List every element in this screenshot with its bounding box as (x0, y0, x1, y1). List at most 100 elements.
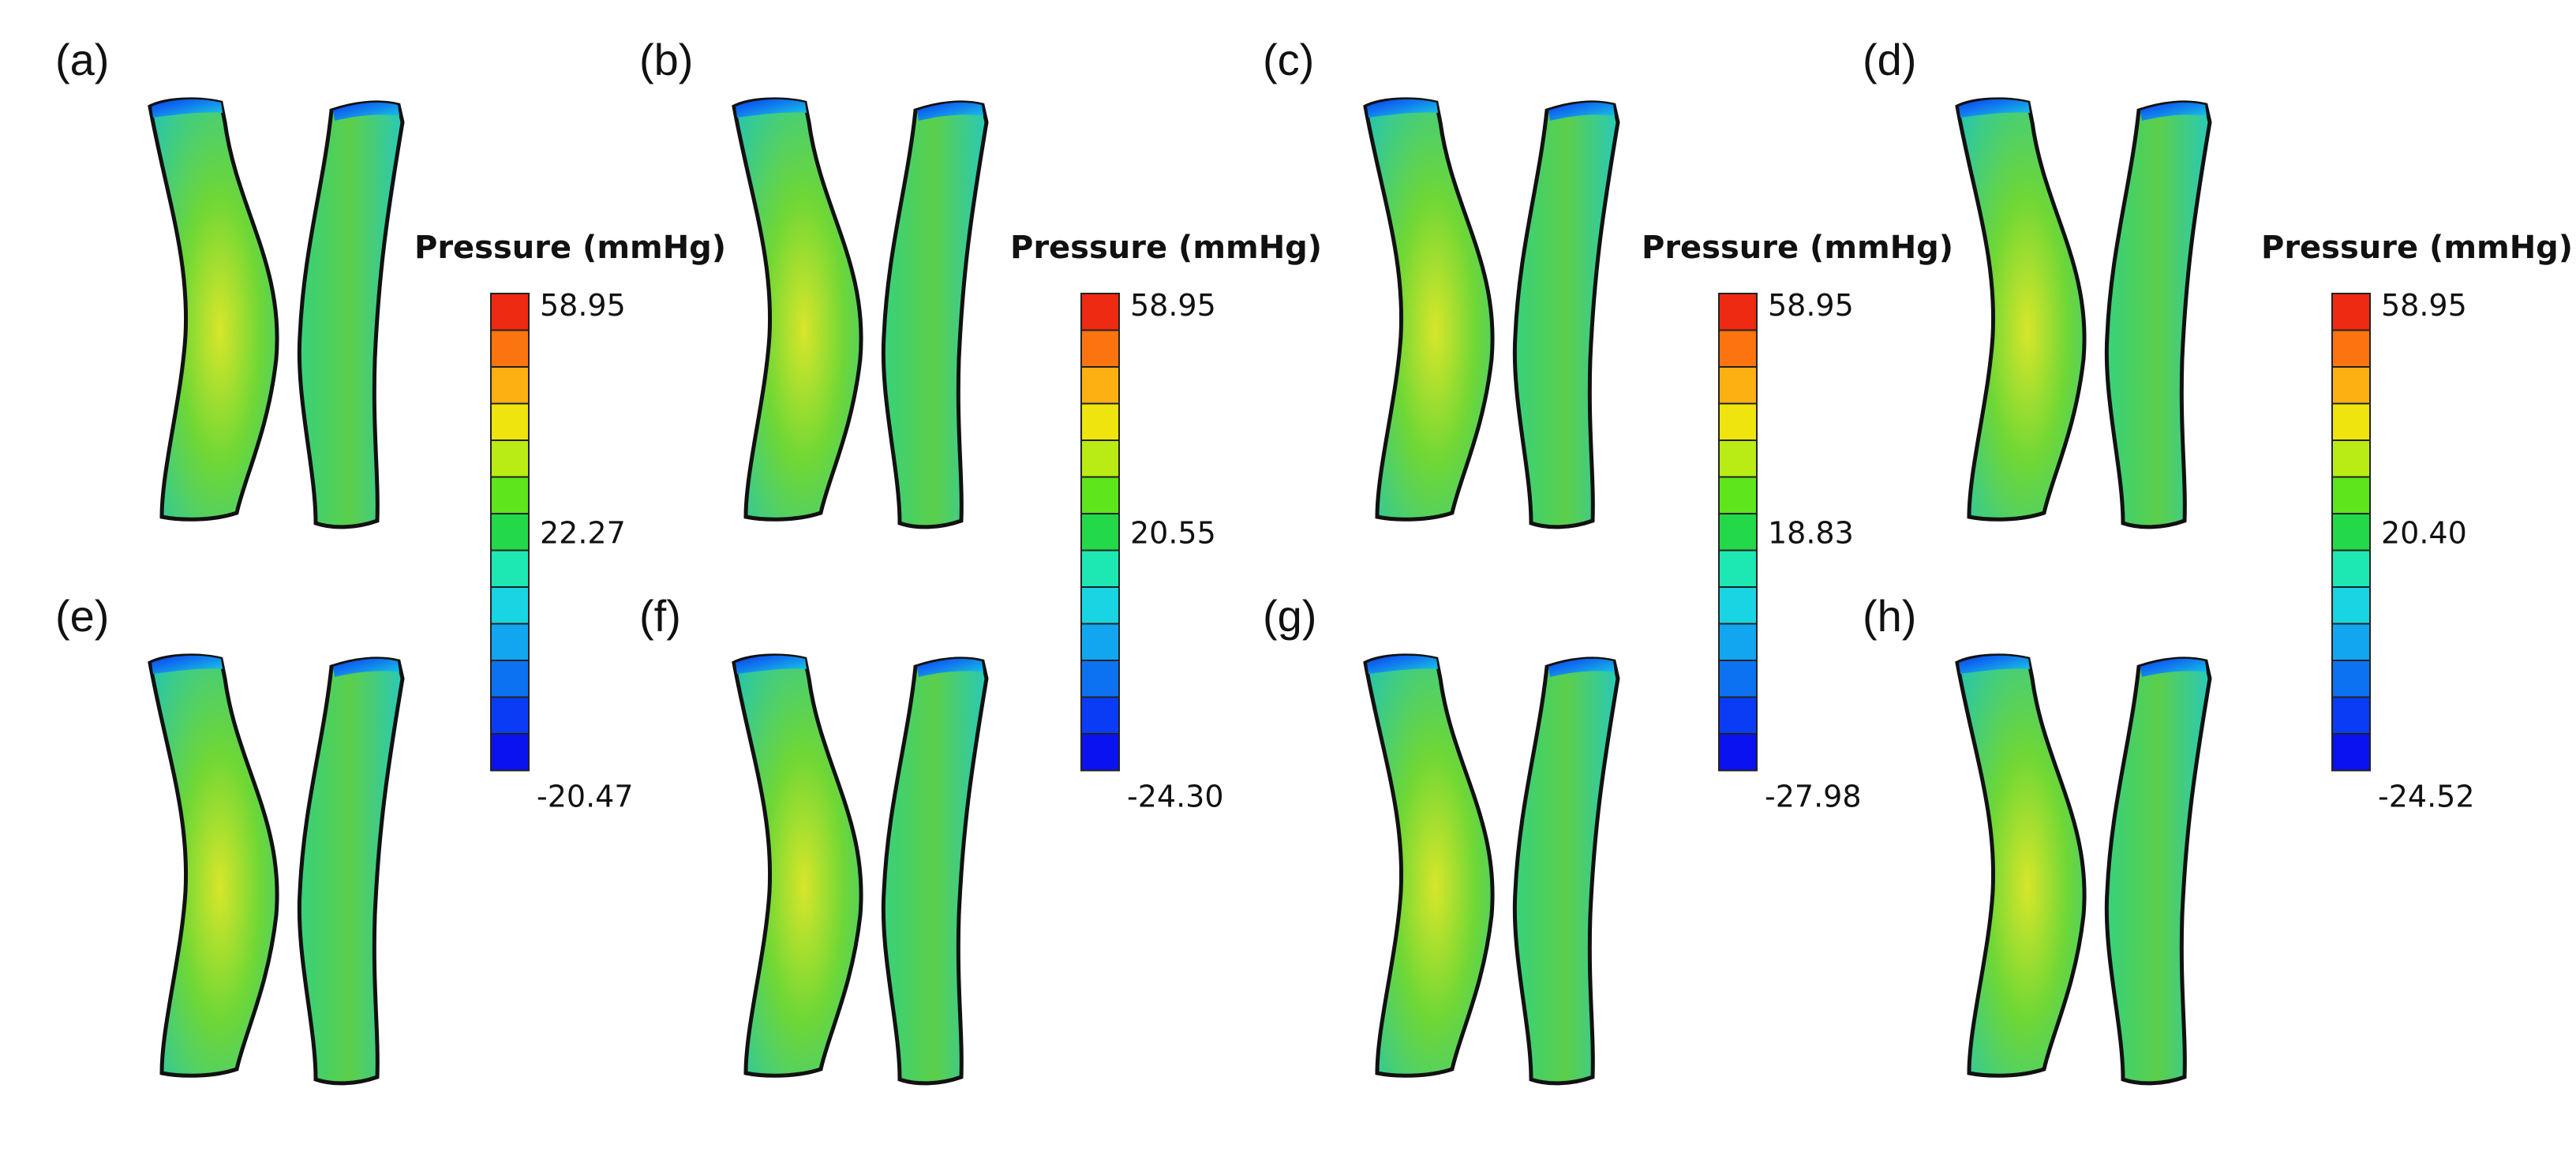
colorbar-cell (490, 439, 530, 478)
vessel-inlet-cap (917, 102, 983, 121)
vessel-inlet-cap (333, 102, 399, 121)
vessel-inlet-cap (2140, 102, 2207, 121)
colorbar-min-label: -20.47 (537, 780, 634, 814)
vessel-surface (297, 656, 405, 1086)
colorbar-title: Pressure (mmHg) (1010, 230, 1322, 266)
vessel-back-view (881, 100, 989, 529)
colorbar-cell (1718, 476, 1758, 514)
colorbar-cell (490, 696, 530, 735)
colorbar-cell (490, 366, 530, 405)
colorbar-cell (2331, 439, 2371, 478)
colorbar-cell (2331, 696, 2371, 735)
vessel-surface (1363, 653, 1495, 1078)
panel-label: (f) (639, 591, 681, 641)
vessel-front-view (1363, 97, 1495, 522)
colorbar-cell (1718, 329, 1758, 368)
colorbar-max-label: 58.95 (1130, 288, 1216, 323)
colorbar-cell (1718, 660, 1758, 698)
vessel-back-view (1512, 100, 1620, 529)
colorbar-cell (1080, 660, 1120, 698)
vessel-back-view (1512, 656, 1620, 1086)
vessel-front-view (1955, 653, 2087, 1078)
vessel-back-view (2104, 656, 2212, 1086)
colorbar-cell (1080, 476, 1120, 514)
colorbar-cell (2331, 623, 2371, 661)
panel: (h) (1863, 591, 2212, 1086)
colorbar-max-label: 58.95 (540, 288, 626, 323)
colorbar-mid-label: 22.27 (540, 515, 626, 550)
colorbar-cell (1080, 439, 1120, 478)
panel-label: (a) (55, 35, 109, 84)
vessel-inlet-cap (736, 99, 807, 118)
colorbar-cell (1080, 696, 1120, 735)
vessel-surface (732, 97, 863, 522)
colorbar-cell (490, 549, 530, 588)
panel-label: (e) (55, 591, 109, 641)
colorbar-cell (1718, 733, 1758, 772)
vessel-surface (2104, 100, 2212, 529)
colorbar-cell (490, 329, 530, 368)
vessel-surface (297, 100, 405, 529)
colorbar-cell (1718, 366, 1758, 405)
vessel-surface (1955, 97, 2087, 522)
colorbar-cell (1718, 402, 1758, 441)
colorbar-cell (1080, 733, 1120, 772)
colorbar-cell (2331, 293, 2371, 331)
panel: (b) (639, 35, 989, 529)
vessel-surface (2104, 656, 2212, 1086)
vessel-surface (1363, 97, 1495, 522)
vessel-front-view (1363, 653, 1495, 1078)
colorbar-cell (2331, 733, 2371, 772)
panel-label: (c) (1263, 35, 1314, 84)
vessel-inlet-cap (2140, 658, 2207, 677)
colorbar: Pressure (mmHg) 58.95 18.83 -27.98 (1642, 230, 1953, 814)
colorbar: Pressure (mmHg) 58.95 20.55 -24.30 (1010, 230, 1322, 814)
colorbar-min-label: -27.98 (1765, 780, 1862, 814)
colorbar-title: Pressure (mmHg) (1642, 230, 1953, 266)
panel: (a) (55, 35, 405, 529)
colorbar-cell (490, 476, 530, 514)
colorbar-cell (1718, 623, 1758, 661)
colorbar-max-label: 58.95 (2381, 288, 2467, 323)
colorbar-cell (490, 293, 530, 331)
colorbar-cell (1718, 586, 1758, 625)
colorbar-cell (490, 402, 530, 441)
colorbar-mid-label: 20.40 (2381, 515, 2467, 550)
vessel-inlet-cap (1959, 655, 2030, 674)
vessel-front-view (148, 653, 279, 1078)
colorbar: Pressure (mmHg) 58.95 22.27 -20.47 (414, 230, 726, 814)
vessel-inlet-cap (1548, 658, 1615, 677)
colorbar-cell (1718, 439, 1758, 478)
colorbar-cell (2331, 586, 2371, 625)
vessel-front-view (732, 97, 863, 522)
colorbar-cell (1080, 549, 1120, 588)
vessel-inlet-cap (1548, 102, 1615, 121)
vessel-inlet-cap (152, 655, 223, 674)
vessel-inlet-cap (1367, 99, 1438, 118)
vessel-front-view (1955, 97, 2087, 522)
colorbar-cell (2331, 366, 2371, 405)
colorbar-cell (490, 623, 530, 661)
vessel-inlet-cap (152, 99, 223, 118)
colorbar-cell (2331, 513, 2371, 552)
vessel-surface (1955, 653, 2087, 1078)
colorbars-layer: Pressure (mmHg) 58.95 22.27 -20.47 Pressure … (414, 230, 2573, 814)
colorbar-cell (1080, 402, 1120, 441)
colorbar-cell (490, 733, 530, 772)
colorbar-cell (490, 660, 530, 698)
vessel-inlet-cap (333, 658, 399, 677)
colorbar-max-label: 58.95 (1768, 288, 1854, 323)
colorbar: Pressure (mmHg) 58.95 20.40 -24.52 (2261, 230, 2573, 814)
vessel-surface (148, 653, 279, 1078)
panel: (g) (1263, 591, 1620, 1086)
colorbar-cell (490, 513, 530, 552)
vessel-surface (881, 656, 989, 1086)
colorbar-cell (2331, 549, 2371, 588)
panel-label: (g) (1263, 591, 1316, 641)
colorbar-mid-label: 18.83 (1768, 515, 1854, 550)
vessel-surface (1512, 656, 1620, 1086)
colorbar-cell (2331, 402, 2371, 441)
colorbar-cell (2331, 329, 2371, 368)
colorbar-cell (1718, 696, 1758, 735)
